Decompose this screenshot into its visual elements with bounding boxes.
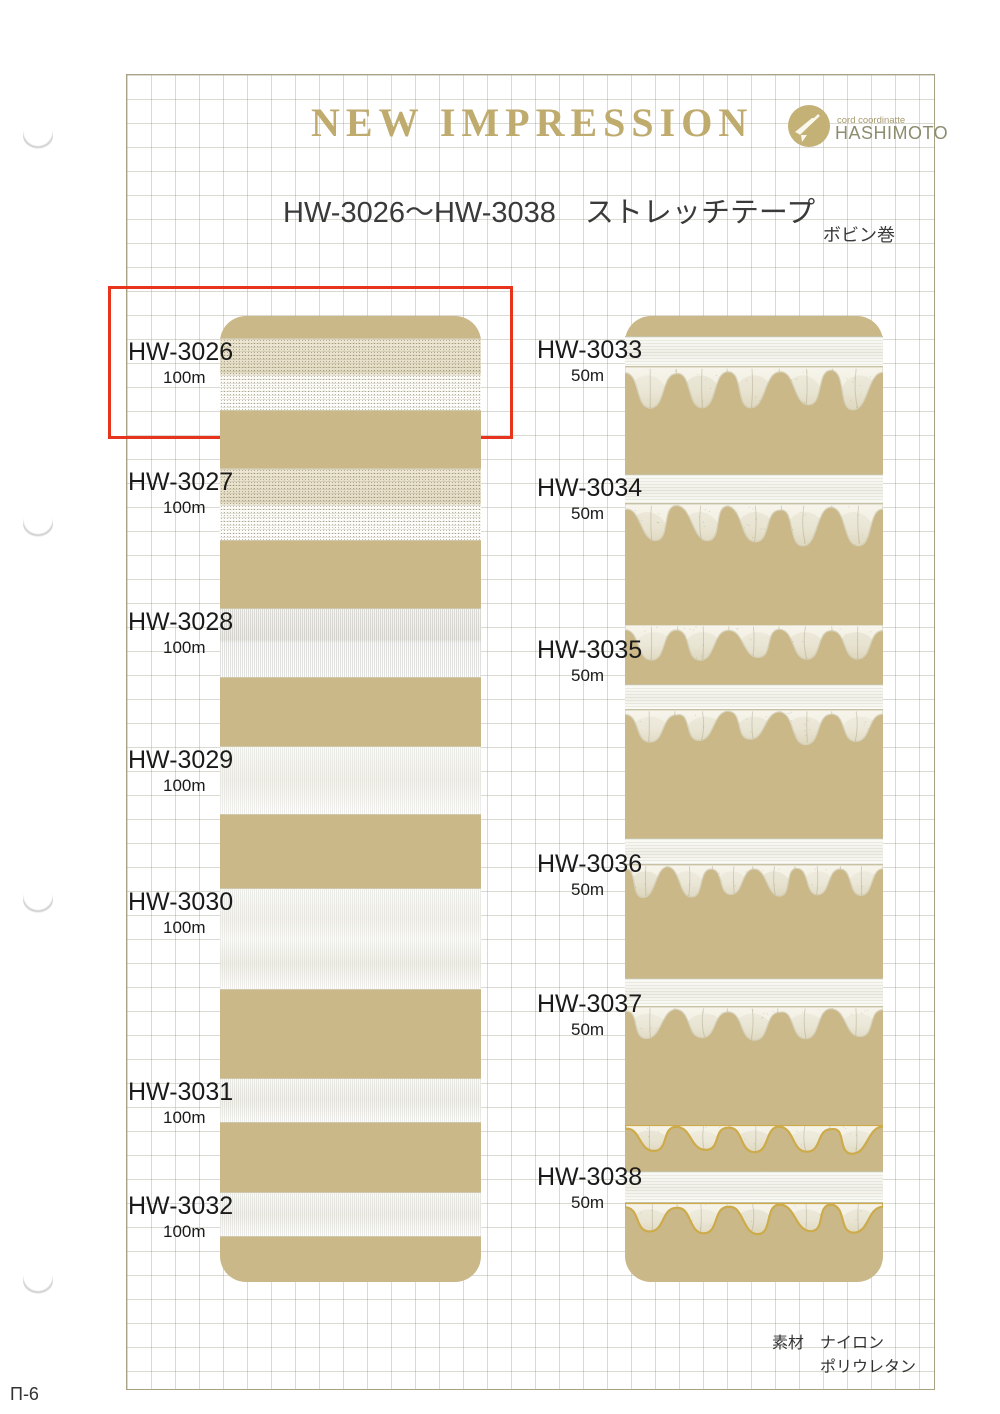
svg-text:HASHIMOTO: HASHIMOTO <box>835 123 948 143</box>
